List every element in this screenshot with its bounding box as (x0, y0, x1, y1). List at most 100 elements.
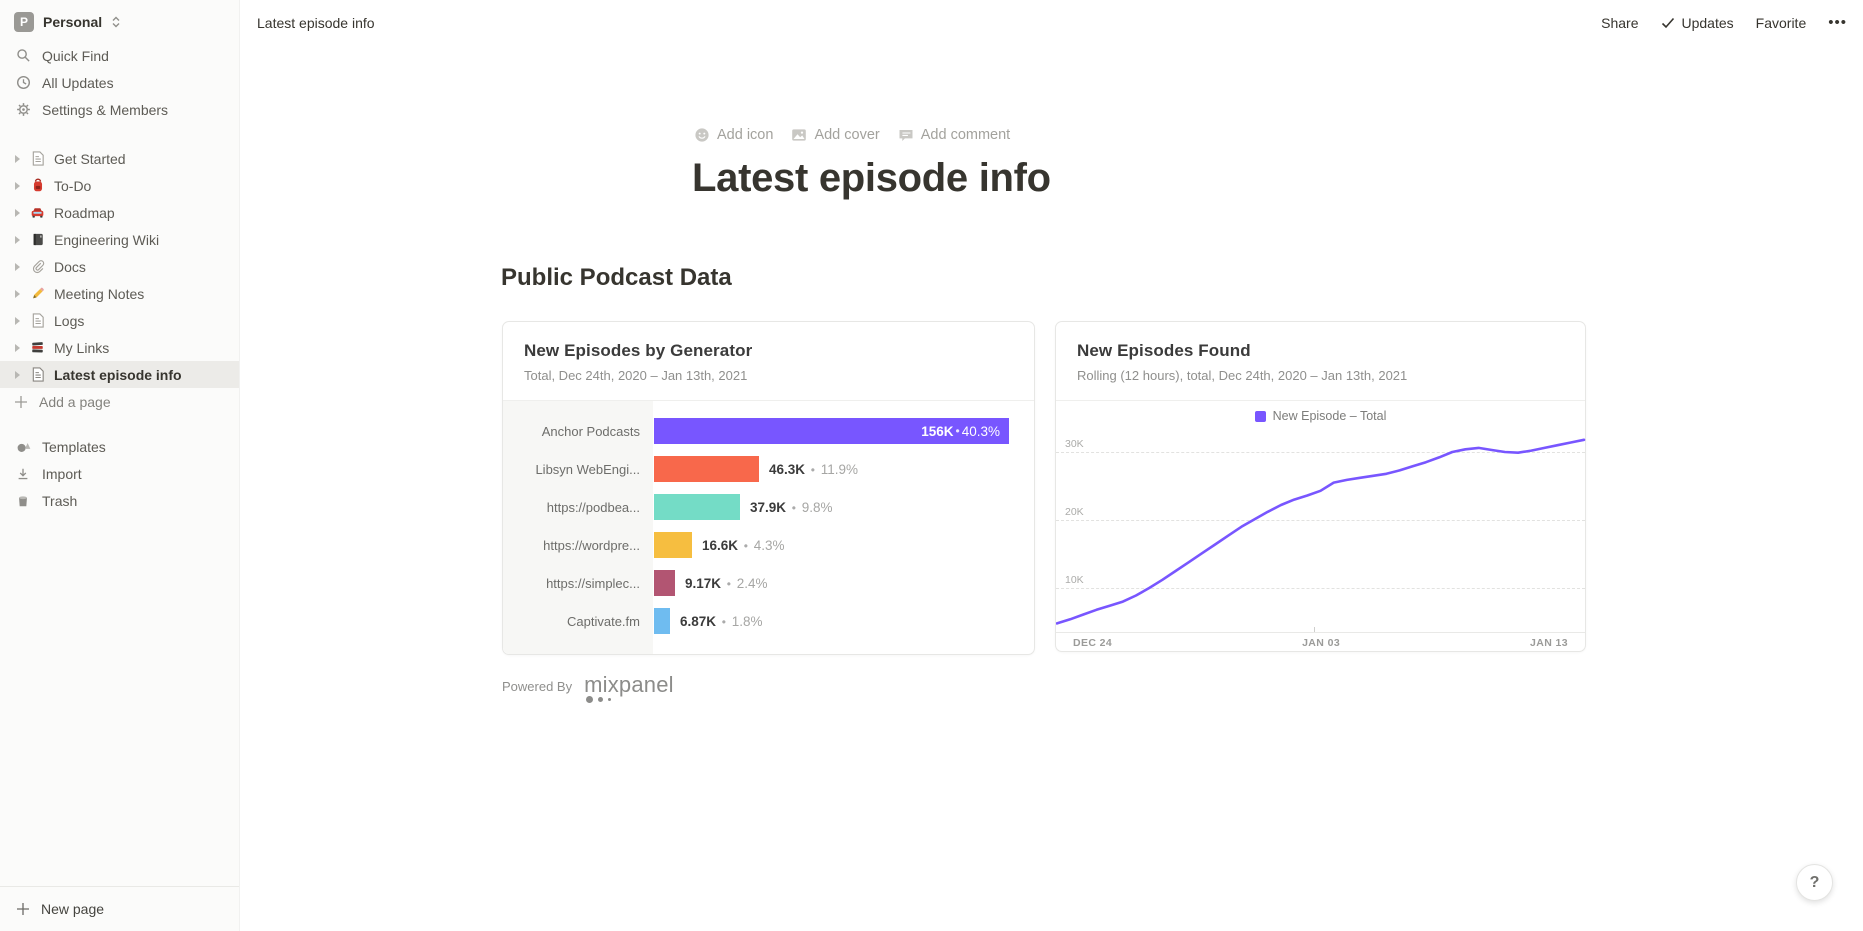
sidebar-item-to-do[interactable]: To-Do (0, 172, 239, 199)
expand-toggle-icon[interactable] (9, 208, 26, 217)
templates-icon (14, 439, 32, 454)
bar-libsyn[interactable] (654, 456, 759, 482)
sidebar-item-quick-find[interactable]: Quick Find (0, 42, 239, 69)
topbar: Latest episode info Share Updates Favori… (240, 0, 1863, 45)
bar-category-label: Anchor Podcasts (541, 423, 640, 439)
help-button[interactable]: ? (1796, 864, 1833, 901)
mixpanel-wordmark: mixpanel (584, 672, 674, 697)
sidebar-item-my-links[interactable]: My Links (0, 334, 239, 361)
expand-toggle-icon[interactable] (9, 370, 26, 379)
doc-icon (28, 367, 47, 382)
bar-podbean[interactable] (654, 494, 740, 520)
line-chart-title: New Episodes Found (1077, 341, 1251, 360)
favorite-button[interactable]: Favorite (1755, 14, 1807, 31)
sidebar-item-all-updates[interactable]: All Updates (0, 69, 239, 96)
x-axis-tick: JAN 13 (1529, 636, 1568, 649)
expand-toggle-icon[interactable] (9, 262, 26, 271)
sidebar: P Personal Quick Find All Updates (0, 0, 240, 931)
x-axis-tick: DEC 24 (1073, 636, 1113, 649)
bar-chart-header: New Episodes by Generator Total, Dec 24t… (503, 322, 1034, 383)
powered-by: Powered By mixpanel (502, 672, 674, 703)
sidebar-item-label: Docs (54, 258, 86, 275)
sidebar-item-docs[interactable]: Docs (0, 253, 239, 280)
sidebar-item-meeting-notes[interactable]: Meeting Notes (0, 280, 239, 307)
notebook-icon (28, 232, 47, 247)
sidebar-item-templates[interactable]: Templates (0, 433, 239, 460)
y-axis-tick: 10K (1065, 574, 1084, 586)
sidebar-item-get-started[interactable]: Get Started (0, 145, 239, 172)
bar-chart-card[interactable]: New Episodes by Generator Total, Dec 24t… (502, 321, 1035, 655)
sidebar-item-label: Import (42, 465, 82, 482)
expand-toggle-icon[interactable] (9, 289, 26, 298)
updates-button[interactable]: Updates (1661, 15, 1734, 31)
car-icon (28, 205, 47, 220)
bar-row[interactable]: Captivate.fm 6.87K • 1.8% (503, 602, 1034, 640)
sidebar-item-import[interactable]: Import (0, 460, 239, 487)
sidebar-item-label: Logs (54, 312, 85, 329)
bar-row[interactable]: https://podbea... 37.9K • 9.8% (503, 488, 1034, 526)
chevron-updown-icon (112, 16, 120, 28)
sidebar-item-label: All Updates (42, 74, 114, 91)
workspace-switcher[interactable]: P Personal (0, 0, 239, 42)
bar-value-label: 37.9K • 9.8% (750, 499, 833, 515)
more-menu-button[interactable]: ••• (1828, 14, 1847, 31)
bar-category-label: Libsyn WebEngi... (535, 461, 640, 477)
expand-toggle-icon[interactable] (9, 343, 26, 352)
sidebar-item-label: My Links (54, 339, 110, 356)
bar-captivate[interactable] (654, 608, 670, 634)
mixpanel-logo[interactable]: mixpanel (584, 672, 674, 703)
sidebar-item-latest-episode-info[interactable]: Latest episode info (0, 361, 239, 388)
bar-wordpress[interactable] (654, 532, 692, 558)
x-axis-tick-mark (1314, 627, 1315, 632)
plus-icon (14, 395, 28, 409)
sidebar-item-logs[interactable]: Logs (0, 307, 239, 334)
doc-icon (28, 151, 47, 166)
line-chart-card[interactable]: New Episodes Found Rolling (12 hours), t… (1055, 321, 1586, 652)
expand-toggle-icon[interactable] (9, 154, 26, 163)
sidebar-item-label: Get Started (54, 150, 126, 167)
add-comment-button[interactable]: Add comment (898, 127, 1010, 143)
share-button[interactable]: Share (1601, 14, 1639, 31)
add-cover-button[interactable]: Add cover (791, 127, 880, 143)
add-cover-label: Add cover (814, 127, 880, 143)
legend-swatch (1254, 410, 1266, 422)
add-a-page-button[interactable]: Add a page (0, 388, 239, 415)
books-icon (28, 340, 47, 355)
sidebar-item-label: Meeting Notes (54, 285, 145, 302)
sidebar-item-engineering-wiki[interactable]: Engineering Wiki (0, 226, 239, 253)
backpack-icon (28, 178, 47, 193)
add-icon-button[interactable]: Add icon (694, 127, 773, 143)
chart-cards: New Episodes by Generator Total, Dec 24t… (502, 321, 1586, 655)
chart-legend: New Episode – Total (1056, 409, 1585, 423)
breadcrumb[interactable]: Latest episode info (257, 14, 375, 31)
expand-toggle-icon[interactable] (9, 235, 26, 244)
expand-toggle-icon[interactable] (9, 316, 26, 325)
bar-anchor-podcasts[interactable]: 156K • 40.3% (654, 418, 1009, 444)
line-chart-plot: 30K 20K 10K (1056, 428, 1586, 632)
sidebar-item-label: Quick Find (42, 47, 109, 64)
new-page-button[interactable]: New page (0, 886, 239, 931)
bar-row[interactable]: Anchor Podcasts 156K • 40.3% (503, 412, 1034, 450)
bar-chart-label-column (503, 401, 653, 654)
sidebar-item-label: To-Do (54, 177, 92, 194)
bar-simplecast[interactable] (654, 570, 675, 596)
paperclip-icon (28, 259, 47, 274)
bar-category-label: https://podbea... (546, 499, 640, 515)
bar-row[interactable]: https://simplec... 9.17K • 2.4% (503, 564, 1034, 602)
workspace-name: Personal (43, 14, 103, 30)
add-a-page-label: Add a page (39, 393, 111, 410)
bar-value-label: 156K • 40.3% (921, 423, 1000, 439)
sidebar-item-trash[interactable]: Trash (0, 487, 239, 514)
checkmark-icon (1661, 17, 1674, 28)
topbar-actions: Share Updates Favorite ••• (1601, 14, 1847, 31)
sidebar-pages: Get Started To-Do Roadmap (0, 145, 239, 415)
bar-value-label: 46.3K • 11.9% (769, 461, 859, 477)
expand-toggle-icon[interactable] (9, 181, 26, 190)
bar-row[interactable]: https://wordpre... 16.6K • 4.3% (503, 526, 1034, 564)
sidebar-item-settings-members[interactable]: Settings & Members (0, 96, 239, 123)
sidebar-item-roadmap[interactable]: Roadmap (0, 199, 239, 226)
bar-row[interactable]: Libsyn WebEngi... 46.3K • 11.9% (503, 450, 1034, 488)
comment-icon (899, 130, 913, 141)
search-icon (14, 48, 32, 63)
powered-by-label: Powered By (502, 679, 573, 694)
